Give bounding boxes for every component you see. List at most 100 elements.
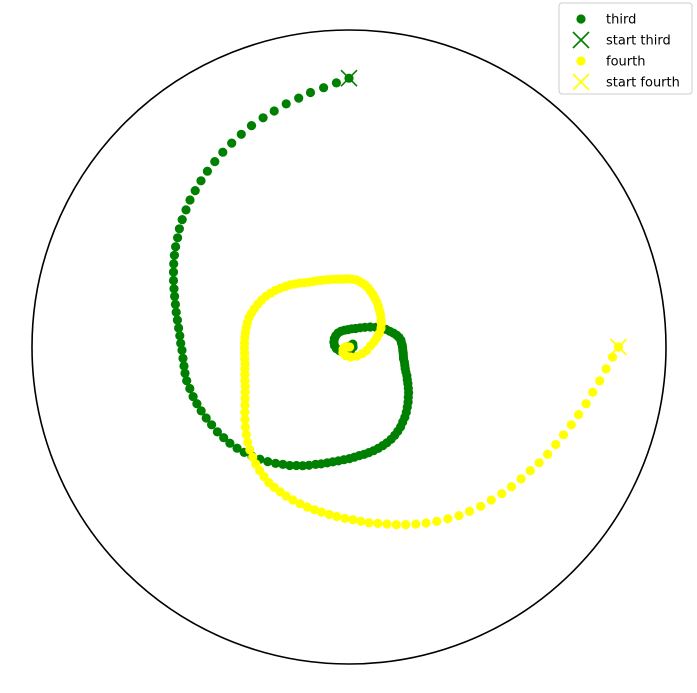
- fourth-point: [581, 399, 591, 409]
- fourth-point: [588, 387, 598, 397]
- third-point: [210, 157, 220, 167]
- legend: third start third fourth start fourth: [558, 2, 693, 95]
- third-point: [171, 242, 181, 252]
- fourth-point: [443, 514, 453, 524]
- third-point: [171, 307, 181, 317]
- fourth-point: [240, 400, 250, 410]
- third-point: [188, 392, 198, 402]
- third-point: [319, 83, 329, 93]
- third-point: [278, 459, 288, 469]
- third-point: [207, 420, 217, 430]
- fourth-point: [516, 474, 526, 484]
- fourth-point: [248, 452, 258, 462]
- third-point: [172, 315, 182, 325]
- fourth-point: [391, 520, 401, 530]
- third-point: [201, 413, 211, 423]
- third-point: [168, 267, 179, 277]
- fourth-point: [332, 511, 342, 522]
- fourth-point: [243, 437, 253, 447]
- fourth-point: [601, 364, 611, 374]
- fourth-point: [566, 420, 576, 430]
- fourth-point: [309, 505, 320, 515]
- third-point: [305, 87, 316, 98]
- fourth-point: [421, 518, 431, 528]
- legend-marker-start-fourth: [572, 73, 590, 91]
- third-point: [285, 460, 295, 471]
- fourth-point: [486, 495, 496, 505]
- fourth-point: [324, 509, 334, 520]
- fourth-point: [525, 466, 535, 476]
- fourth-point: [295, 499, 305, 509]
- series-fourth: [239, 274, 628, 530]
- fourth-point: [401, 520, 411, 530]
- third-point: [182, 376, 192, 386]
- third-point: [180, 368, 190, 378]
- fourth-point: [240, 414, 250, 424]
- third-point: [192, 399, 202, 409]
- third-point: [227, 138, 237, 148]
- fourth-point: [373, 518, 383, 529]
- third-point: [271, 458, 281, 468]
- third-point: [246, 121, 257, 131]
- fourth-point: [241, 430, 251, 440]
- fourth-point: [356, 516, 366, 526]
- third-point: [331, 78, 341, 88]
- third-point: [225, 438, 235, 448]
- third-point: [176, 338, 186, 348]
- legend-marker-start-third: [572, 31, 590, 49]
- legend-label-start-third: start third: [606, 34, 671, 49]
- third-point: [196, 406, 206, 416]
- third-point: [232, 443, 242, 453]
- legend-label-fourth: fourth: [606, 55, 645, 70]
- third-point: [269, 106, 279, 116]
- third-point: [196, 176, 206, 186]
- legend-box: [558, 2, 693, 95]
- third-point: [170, 299, 180, 309]
- fourth-point: [302, 502, 312, 512]
- start-fourth-marker: [609, 338, 628, 356]
- third-point: [258, 113, 268, 123]
- fourth-point: [476, 501, 486, 511]
- third-point: [179, 361, 189, 371]
- fourth-point: [340, 513, 350, 524]
- third-point: [294, 93, 304, 103]
- fourth-point: [288, 495, 298, 505]
- third-point: [174, 224, 184, 234]
- third-point: [173, 233, 183, 243]
- third-point: [177, 345, 187, 355]
- series-third: [168, 69, 414, 471]
- third-point: [168, 275, 179, 286]
- fourth-point: [497, 489, 507, 499]
- fourth-point: [348, 515, 358, 525]
- fourth-point: [534, 458, 544, 468]
- fourth-point: [454, 510, 464, 521]
- fourth-point: [464, 506, 475, 516]
- third-point: [177, 215, 187, 225]
- fourth-point: [345, 342, 355, 352]
- third-point: [281, 99, 291, 109]
- third-point: [175, 331, 185, 341]
- third-point: [174, 323, 184, 333]
- third-point: [263, 457, 273, 467]
- legend-marker-fourth: [576, 56, 586, 66]
- third-point: [181, 205, 191, 215]
- third-point: [170, 291, 180, 301]
- fourth-point: [551, 439, 561, 450]
- polar-axis-circle: [31, 29, 667, 665]
- fourth-point: [506, 482, 517, 492]
- third-point: [169, 259, 179, 269]
- legend-marker-third: [576, 14, 586, 24]
- third-point: [185, 383, 195, 394]
- fourth-point: [558, 430, 569, 440]
- fourth-point: [240, 422, 250, 432]
- fourth-point: [364, 518, 374, 528]
- legend-label-start-fourth: start fourth: [606, 76, 680, 91]
- third-point: [169, 284, 179, 294]
- fourth-point: [240, 394, 250, 404]
- third-point: [190, 186, 200, 196]
- fourth-point: [382, 519, 392, 529]
- fourth-point: [595, 376, 605, 386]
- fourth-point: [574, 410, 584, 420]
- fourth-point: [240, 407, 250, 417]
